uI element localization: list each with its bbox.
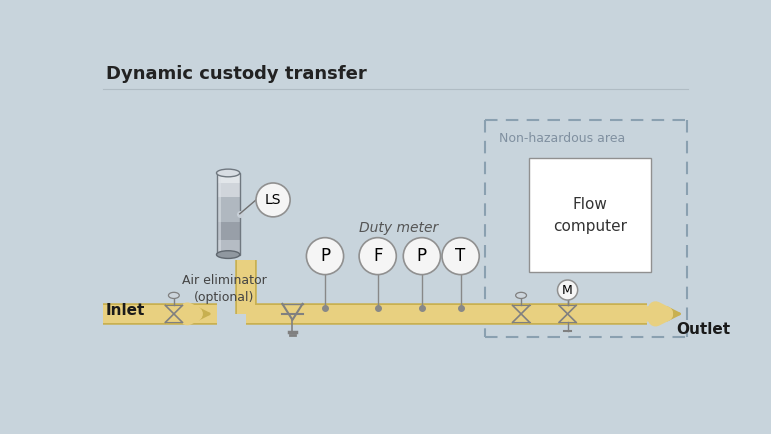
Bar bbox=[529, 158, 651, 272]
Bar bbox=[217, 197, 240, 222]
Circle shape bbox=[403, 238, 440, 275]
Text: Flow
computer: Flow computer bbox=[553, 197, 627, 234]
Circle shape bbox=[442, 238, 480, 275]
Text: T: T bbox=[456, 247, 466, 265]
Bar bbox=[217, 173, 240, 255]
Text: M: M bbox=[562, 283, 573, 296]
Bar bbox=[217, 222, 240, 240]
Text: Dynamic custody transfer: Dynamic custody transfer bbox=[106, 65, 366, 82]
Circle shape bbox=[306, 238, 344, 275]
Text: F: F bbox=[373, 247, 382, 265]
Text: Non-hazardous area: Non-hazardous area bbox=[500, 132, 625, 145]
Text: P: P bbox=[417, 247, 427, 265]
Ellipse shape bbox=[516, 293, 527, 299]
Bar bbox=[217, 173, 221, 255]
Circle shape bbox=[557, 280, 577, 300]
Text: Duty meter: Duty meter bbox=[359, 220, 438, 235]
Text: Inlet: Inlet bbox=[106, 303, 145, 318]
Text: P: P bbox=[320, 247, 330, 265]
Text: Air eliminator
(optional): Air eliminator (optional) bbox=[182, 274, 267, 304]
Ellipse shape bbox=[217, 169, 240, 177]
Text: Outlet: Outlet bbox=[676, 322, 730, 337]
Bar bbox=[217, 240, 240, 255]
Ellipse shape bbox=[217, 251, 240, 258]
Ellipse shape bbox=[562, 293, 573, 299]
Circle shape bbox=[256, 183, 290, 217]
Circle shape bbox=[359, 238, 396, 275]
Text: LS: LS bbox=[264, 193, 281, 207]
Bar bbox=[217, 183, 240, 197]
Bar bbox=[217, 173, 240, 183]
Ellipse shape bbox=[168, 293, 180, 299]
